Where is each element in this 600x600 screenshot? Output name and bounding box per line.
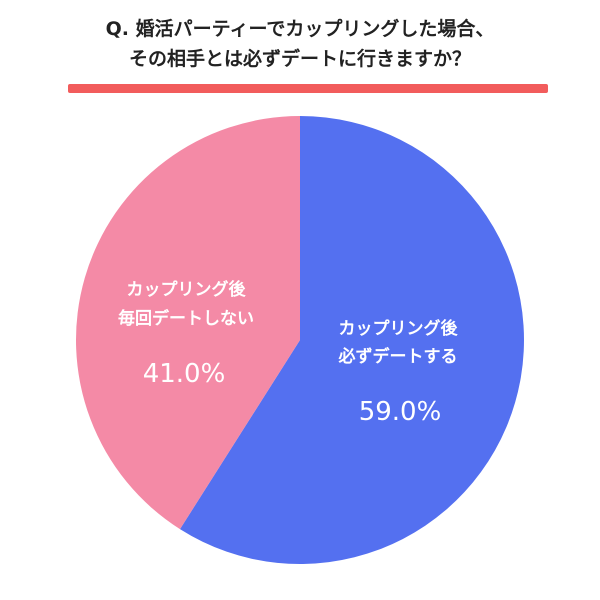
- chart-title-line-2: その相手とは必ずデートに行きますか？: [128, 48, 471, 70]
- slice-label-2-line-2: 毎回デートしない: [118, 308, 254, 329]
- slice-label-2-line-1: カップリング後: [127, 279, 247, 300]
- slice-value-1: 59.0%: [359, 397, 442, 427]
- slice-label-1-line-2: 必ずデートする: [338, 346, 458, 367]
- slice-value-2: 41.0%: [143, 359, 226, 389]
- chart-title-line-1: Q. 婚活パーティーでカップリングした場合、: [105, 18, 495, 40]
- slice-label-1-line-1: カップリング後: [339, 318, 459, 339]
- chart-title: Q. 婚活パーティーでカップリングした場合、 その相手とは必ずデートに行きますか…: [0, 14, 600, 74]
- pie-slice-1: [179, 116, 524, 564]
- title-underline: [68, 84, 548, 93]
- pie-slice-2: [75, 116, 300, 530]
